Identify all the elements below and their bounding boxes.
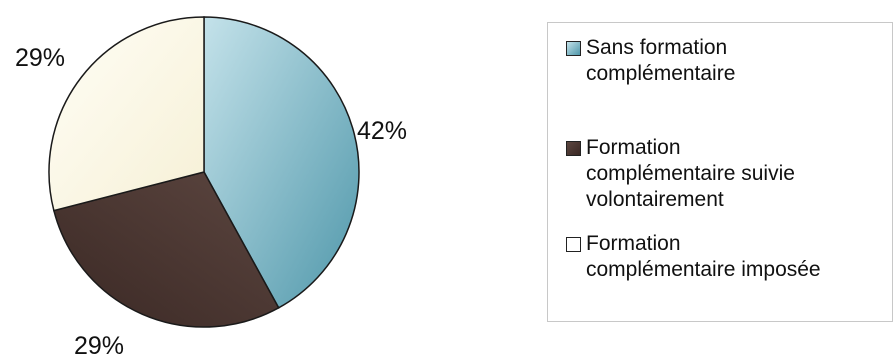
legend-item-sans-formation: Sans formation complémentaire xyxy=(566,35,735,87)
pie-slice-formation-volontaire xyxy=(52,171,280,328)
pie-slice-sans-formation xyxy=(203,16,360,309)
legend-item-formation-imposee: Formation complémentaire imposée xyxy=(566,231,821,283)
legend-item-formation-volontaire: Formation complémentaire suivie volontai… xyxy=(566,135,795,213)
legend-swatch-formation-imposee xyxy=(566,237,581,252)
legend: Sans formation complémentaire Formation … xyxy=(547,22,893,322)
legend-swatch-formation-volontaire xyxy=(566,141,581,156)
pie-slice-formation-imposee xyxy=(48,16,205,212)
slice-label-sans-formation: 42% xyxy=(357,117,407,145)
legend-label-formation-imposee: Formation complémentaire imposée xyxy=(586,232,821,281)
legend-label-sans-formation: Sans formation complémentaire xyxy=(586,36,736,85)
slice-label-formation-volontaire: 29% xyxy=(74,332,124,354)
slice-label-formation-imposee: 29% xyxy=(15,44,65,72)
legend-swatch-sans-formation xyxy=(566,41,581,56)
legend-label-formation-volontaire: Formation complémentaire suivie volontai… xyxy=(586,136,795,211)
